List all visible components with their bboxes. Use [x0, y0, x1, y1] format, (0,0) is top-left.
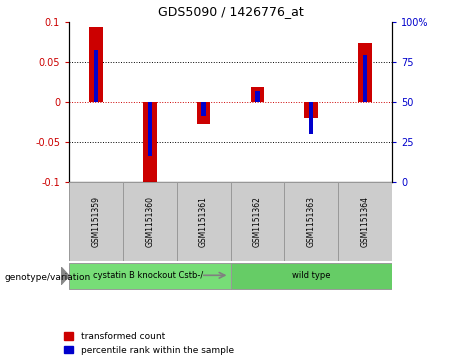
- Bar: [255, 91, 260, 102]
- Bar: [230, 263, 392, 289]
- Bar: [201, 102, 206, 116]
- Text: GSM1151362: GSM1151362: [253, 196, 262, 247]
- Text: GSM1151359: GSM1151359: [92, 196, 100, 247]
- Text: cystatin B knockout Cstb-/-: cystatin B knockout Cstb-/-: [93, 271, 207, 280]
- Bar: [230, 182, 284, 261]
- Bar: [69, 182, 123, 261]
- Text: GSM1151364: GSM1151364: [361, 196, 369, 247]
- Text: genotype/variation: genotype/variation: [5, 273, 91, 282]
- Bar: [123, 182, 177, 261]
- Bar: [304, 102, 318, 118]
- Legend: transformed count, percentile rank within the sample: transformed count, percentile rank withi…: [65, 333, 234, 355]
- Bar: [177, 182, 230, 261]
- Bar: [148, 102, 152, 156]
- Bar: [338, 182, 392, 261]
- Bar: [363, 55, 367, 102]
- Bar: [94, 50, 98, 102]
- Bar: [143, 102, 157, 184]
- Bar: [89, 27, 103, 102]
- Text: GSM1151363: GSM1151363: [307, 196, 316, 247]
- Bar: [309, 102, 313, 134]
- Bar: [358, 43, 372, 102]
- Bar: [69, 263, 230, 289]
- Title: GDS5090 / 1426776_at: GDS5090 / 1426776_at: [158, 5, 303, 18]
- Text: GSM1151360: GSM1151360: [145, 196, 154, 247]
- Bar: [284, 182, 338, 261]
- Polygon shape: [61, 267, 69, 285]
- Text: GSM1151361: GSM1151361: [199, 196, 208, 247]
- Bar: [197, 102, 210, 124]
- Bar: [251, 87, 264, 102]
- Text: wild type: wild type: [292, 271, 331, 280]
